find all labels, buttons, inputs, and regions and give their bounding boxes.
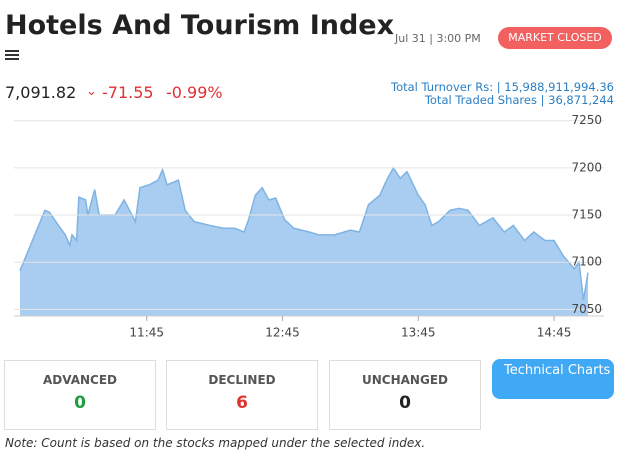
y-tick-label: 7150 [571,208,602,222]
y-tick-label: 7200 [571,160,602,174]
stat-box: UNCHANGED 0 [329,360,481,430]
menu-icon[interactable] [5,50,19,62]
x-tick-label: 12:45 [265,326,300,340]
y-tick-label: 7100 [571,255,602,269]
stat-label: ADVANCED [42,373,117,387]
price: 7,091.82 [5,83,77,102]
turnover: Total Turnover Rs: | 15,988,911,994.36 [391,80,614,94]
area-line [19,166,589,301]
stat-count: 6 [236,393,248,413]
stat-label: DECLINED [208,373,276,387]
y-tick-label: 7050 [571,302,602,316]
stat-count: 0 [74,393,86,413]
title: Hotels And Tourism Index [5,10,395,41]
y-tick-label: 7250 [571,113,602,127]
stat-box: ADVANCED 0 [4,360,156,430]
note: Note: Count is based on the stocks mappe… [5,436,426,450]
change: -71.55 [102,83,154,102]
x-tick-label: 11:45 [129,326,164,340]
traded-shares: Total Traded Shares | 36,871,244 [424,93,614,107]
change-pct: -0.99% [166,83,223,102]
technical-charts-button[interactable]: Technical Charts [492,359,614,399]
datetime: Jul 31 | 3:00 PM [395,32,481,45]
chart: 7050 7100 7150 7200 7250 11:45 12:45 13:45 14:45 [14,113,604,340]
area-fill [20,167,588,316]
x-tick-label: 13:45 [401,326,436,340]
status-badge: MARKET CLOSED [498,27,612,49]
down-arrow: ⌄ [86,84,97,99]
stat-label: UNCHANGED [362,373,448,387]
stat-box: DECLINED 6 [166,360,318,430]
x-tick-label: 14:45 [537,326,572,340]
stat-count: 0 [399,393,411,413]
